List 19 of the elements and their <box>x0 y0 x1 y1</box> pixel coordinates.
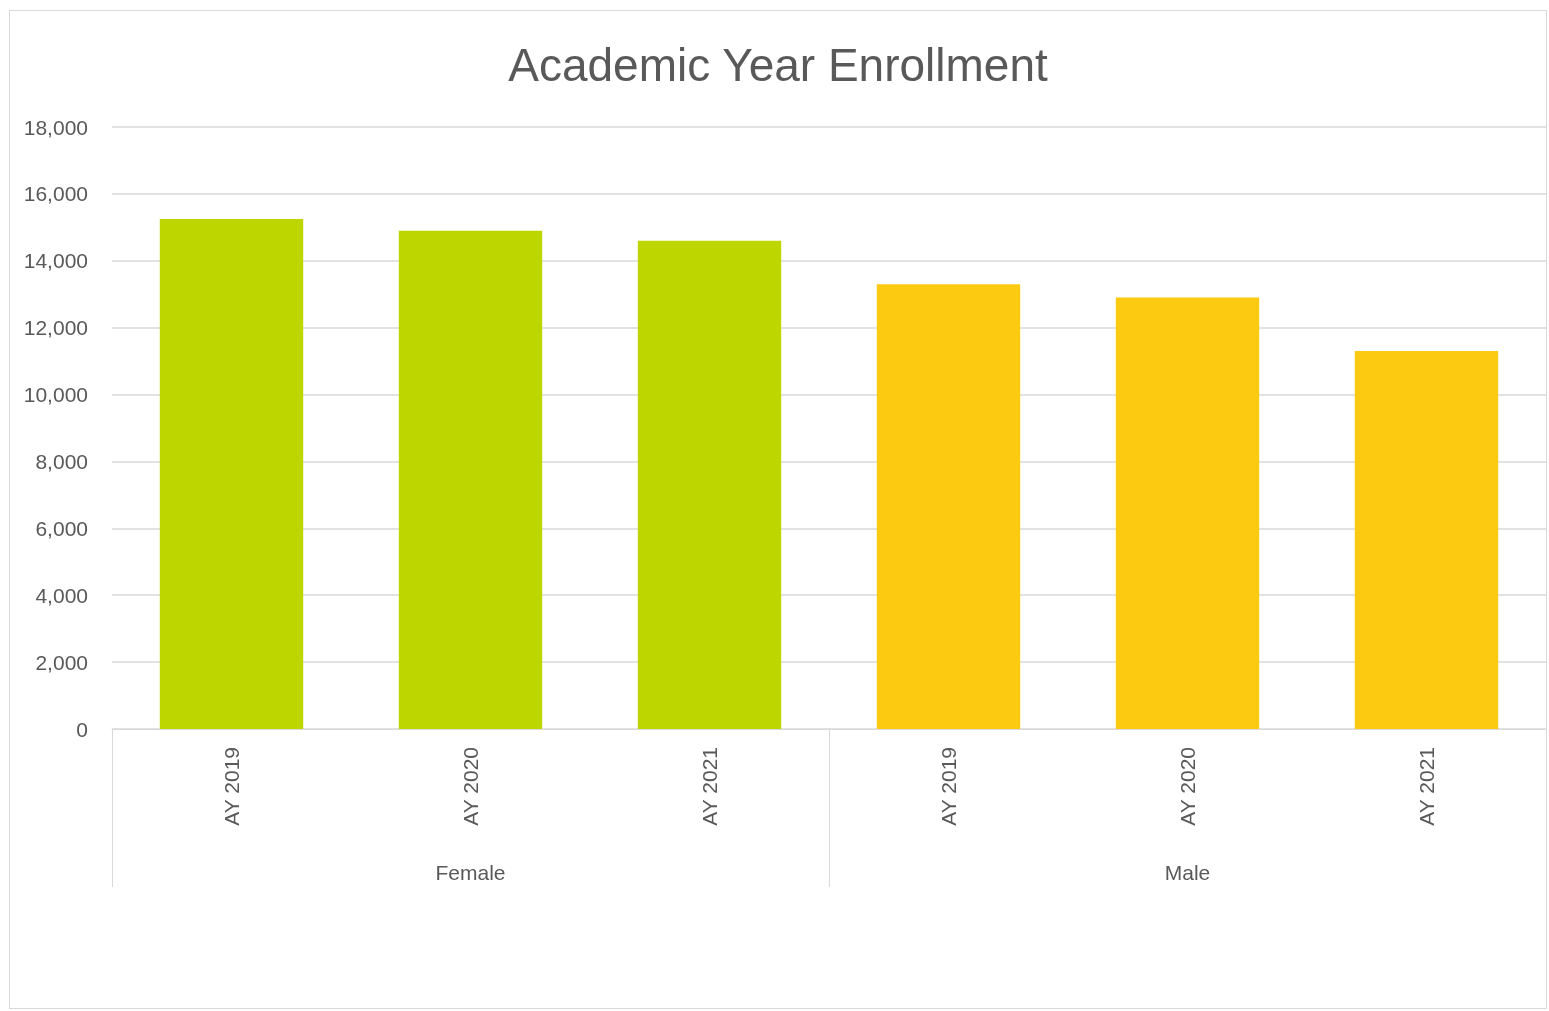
y-tick-label: 14,000 <box>23 249 88 273</box>
x-tick-label: AY 2019 <box>220 747 243 826</box>
x-tick-label: AY 2020 <box>1176 747 1199 826</box>
text: Female <box>435 861 506 884</box>
y-tick-label: 6,000 <box>35 516 88 540</box>
chart-title: Academic Year Enrollment <box>508 39 1048 91</box>
text: Male <box>1164 861 1211 884</box>
y-tick-label: 0 <box>76 717 88 741</box>
y-tick-label: 8,000 <box>35 449 88 473</box>
x-tick-label: AY 2020 <box>459 747 482 826</box>
x-tick-label: AY 2021 <box>1415 747 1438 826</box>
x-tick-label: AY 2019 <box>937 747 960 826</box>
y-tick-label: 4,000 <box>35 583 88 607</box>
y-tick-label: 2,000 <box>35 650 88 674</box>
x-tick-label: AY 2021 <box>698 747 721 826</box>
y-tick-label: 16,000 <box>23 182 88 206</box>
y-tick-label: 12,000 <box>23 316 88 340</box>
y-tick-label: 18,000 <box>23 115 88 139</box>
y-tick-label: 10,000 <box>23 383 88 407</box>
